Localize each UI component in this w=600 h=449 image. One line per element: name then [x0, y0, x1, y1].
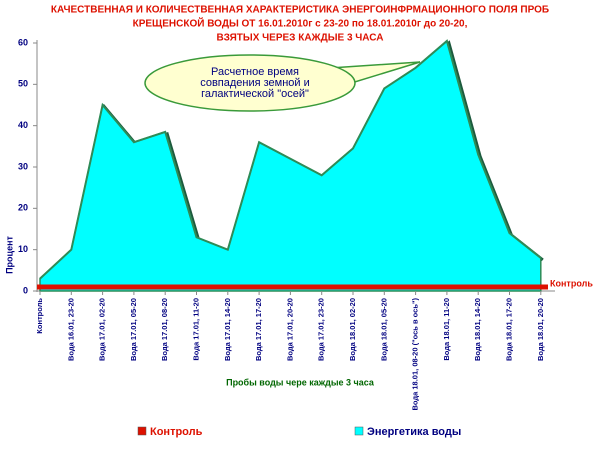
- x-tick-label: Вода 18.01, 08-20 ("ось в ось"): [411, 297, 420, 410]
- x-tick-label: Вода 18.01, 20-20: [536, 298, 545, 361]
- x-tick-label: Вода 17.01, 23-20: [317, 298, 326, 361]
- y-tick-label: 0: [23, 285, 28, 295]
- x-tick-label: Вода 18.01, 11-20: [442, 298, 451, 361]
- chart-title: ВЗЯТЫХ ЧЕРЕЗ КАЖДЫЕ 3 ЧАСА: [217, 33, 384, 44]
- x-tick-label: Вода 17.01, 05-20: [129, 298, 138, 361]
- y-tick-label: 10: [18, 244, 28, 254]
- x-tick-label: Вода 18.01, 14-20: [473, 298, 482, 361]
- x-tick-label: Вода 17.01, 08-20: [160, 298, 169, 361]
- y-tick-label: 50: [18, 79, 28, 89]
- x-tick-label: Вода 16.01, 23-20: [66, 298, 75, 361]
- x-axis-label: Пробы воды чере каждые 3 часа: [226, 377, 375, 387]
- y-axis-label: Процент: [4, 235, 14, 273]
- x-tick-label: Вода 17.01, 14-20: [223, 298, 232, 361]
- callout-text: галактической "осей": [201, 88, 309, 100]
- callout: [144, 54, 356, 112]
- x-tick-label: Вода 17.01, 02-20: [98, 298, 107, 361]
- y-tick-label: 30: [18, 161, 28, 171]
- y-tick-label: 20: [18, 203, 28, 213]
- area-line: [39, 39, 542, 280]
- y-tick-label: 60: [18, 37, 28, 47]
- legend-swatch: [137, 426, 147, 436]
- callout-text: Расчетное время: [211, 66, 299, 78]
- x-tick-label: Вода 17.01, 11-20: [191, 298, 200, 361]
- x-tick-label: Вода 18.01, 02-20: [348, 298, 357, 361]
- chart-title: КАЧЕСТВЕННАЯ И КОЛИЧЕСТВЕННАЯ ХАРАКТЕРИС…: [51, 5, 549, 16]
- legend-label: Энергетика воды: [367, 426, 461, 438]
- chart-title: КРЕЩЕНСКОЙ ВОДЫ ОТ 16.01.2010г с 23-20 п…: [133, 17, 468, 30]
- legend-swatch: [354, 426, 364, 436]
- x-tick-label: Вода 17.01, 20-20: [285, 298, 294, 361]
- y-tick-label: 40: [18, 120, 28, 130]
- x-tick-label: Вода 18.01, 05-20: [379, 298, 388, 361]
- x-tick-label: Контроль: [35, 298, 44, 334]
- x-tick-label: Вода 18.01, 17-20: [504, 298, 513, 361]
- callout-text: совпадения земной и: [200, 77, 310, 89]
- x-tick-label: Вода 17.01, 17-20: [254, 298, 263, 361]
- series-end-label: Контроль: [550, 278, 593, 288]
- legend-label: Контроль: [150, 426, 203, 438]
